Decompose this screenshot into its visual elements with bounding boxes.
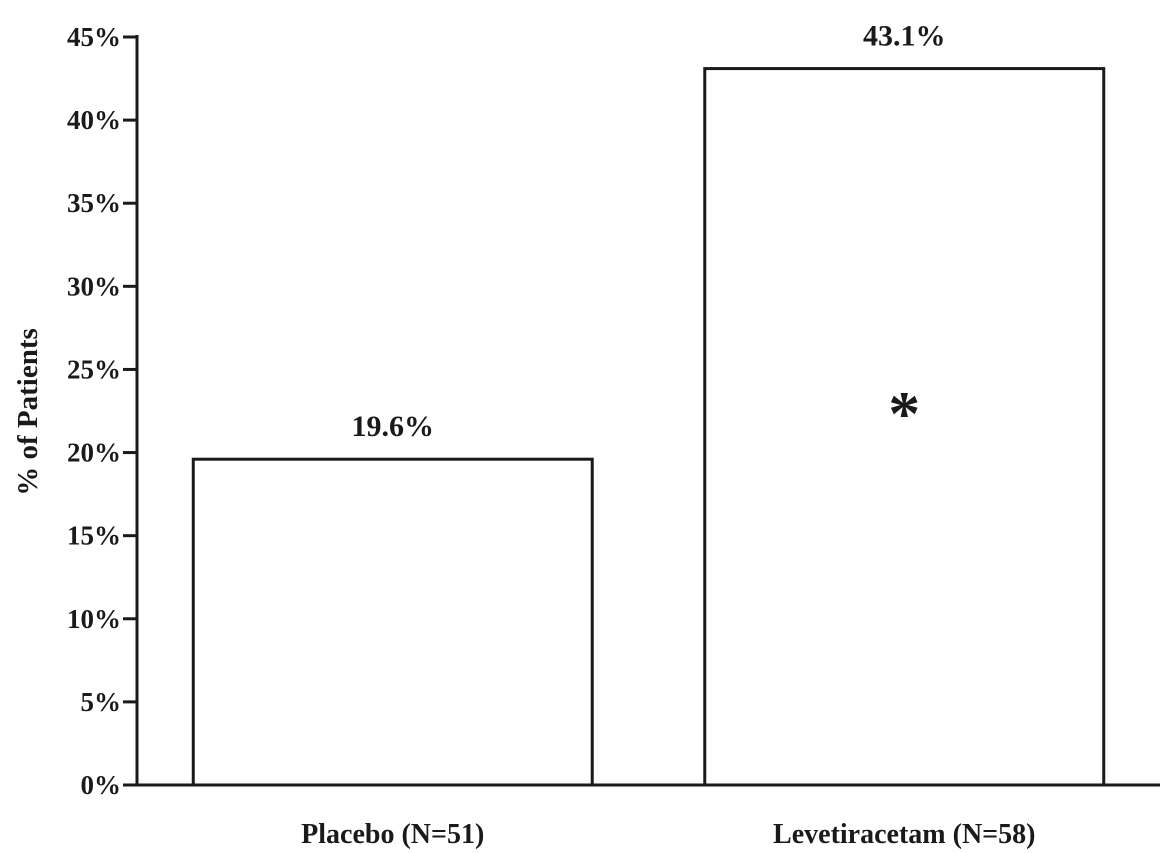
- category-labels: Placebo (N=51) Levetiracetam (N=58): [301, 819, 1035, 850]
- bar-value-label: 43.1%: [863, 20, 946, 53]
- y-tick-label: 35%: [67, 188, 121, 218]
- y-axis-ticks: 0% 5% 10% 15% 20% 25% 30% 35% 40% 45%: [67, 22, 137, 800]
- y-tick-label: 0%: [81, 770, 122, 800]
- y-tick-label: 20%: [67, 438, 121, 468]
- y-axis-title-group: % of Patients: [12, 328, 44, 496]
- y-tick-label: 5%: [81, 687, 122, 717]
- value-labels: 19.6% 43.1%: [352, 20, 946, 444]
- y-tick-label: 10%: [67, 604, 121, 634]
- bar: [703, 67, 1106, 787]
- significance-marker: *: [888, 378, 920, 449]
- bar: [191, 457, 594, 787]
- annotations: *: [888, 378, 920, 449]
- x-category-label: Placebo (N=51): [301, 819, 484, 850]
- y-tick-label: 45%: [67, 22, 121, 52]
- x-category-label: Levetiracetam (N=58): [773, 819, 1035, 850]
- bar-value-label: 19.6%: [352, 410, 435, 443]
- bars: [191, 67, 1106, 787]
- y-tick-label: 15%: [67, 521, 121, 551]
- y-axis-title: % of Patients: [12, 328, 44, 496]
- y-tick-label: 25%: [67, 354, 121, 384]
- y-tick-label: 40%: [67, 105, 121, 135]
- y-tick-label: 30%: [67, 271, 121, 301]
